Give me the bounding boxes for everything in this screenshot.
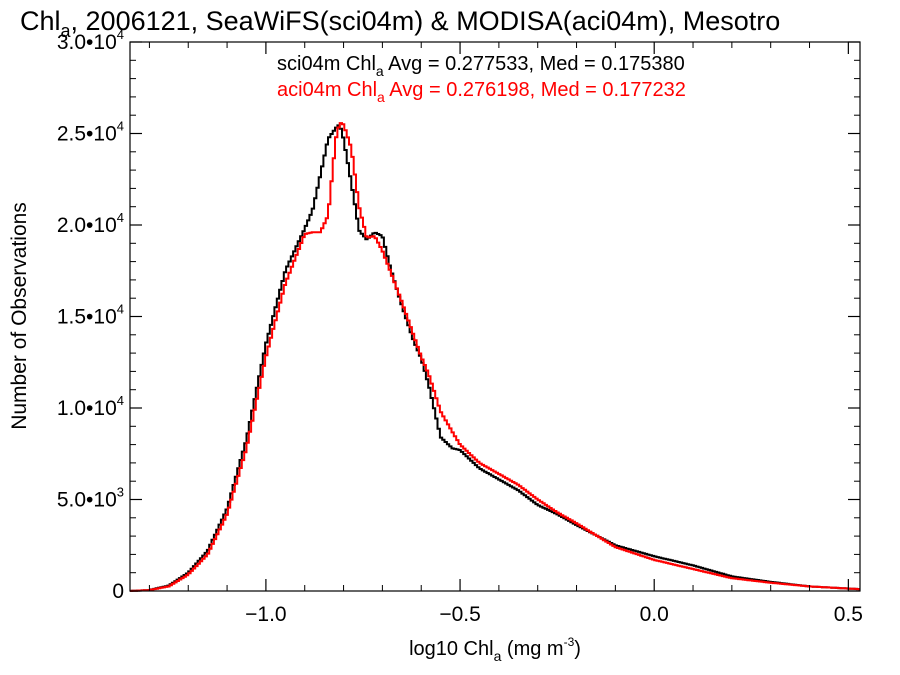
- legend-entry-aci04m: aci04m Chla Avg = 0.276198, Med = 0.1772…: [277, 79, 686, 105]
- series-line-aci04m: [130, 122, 861, 592]
- plot-frame: [129, 41, 861, 592]
- y-tick-label: 2.5•104: [57, 119, 124, 146]
- chart-title-subscript: a: [61, 21, 72, 41]
- x-axis-label: log10 Chla (mg m-3): [409, 635, 581, 664]
- chart-title: Chla, 2006121, SeaWiFS(sci04m) & MODISA(…: [20, 6, 780, 41]
- y-tick-label: 1.0•104: [57, 393, 124, 420]
- y-tick-label: 1.5•104: [57, 302, 124, 329]
- x-tick-label: 0.5: [834, 603, 863, 626]
- legend-entry-sci04m: sci04m Chla Avg = 0.277533, Med = 0.1753…: [277, 53, 685, 79]
- x-tick-label: −1.0: [245, 603, 286, 626]
- y-axis-label: Number of Observations: [8, 202, 31, 430]
- y-tick-label: 5.0•103: [57, 485, 124, 512]
- x-tick-label: 0.0: [640, 603, 669, 626]
- series-line-sci04m: [130, 124, 861, 592]
- y-axis: 0 5.0•103 1.0•104 1.5•104 2.0•104 2.5•104 3.0•…: [57, 27, 860, 603]
- y-tick-label: 2.0•104: [57, 210, 124, 237]
- x-tick-label: −0.5: [439, 603, 480, 626]
- y-tick-label: 3.0•104: [57, 27, 124, 54]
- legend: sci04m Chla Avg = 0.277533, Med = 0.1753…: [277, 53, 686, 105]
- x-axis: −1.0 −0.5 0.0 0.5: [148, 42, 863, 626]
- series-layer: [130, 122, 861, 592]
- y-tick-label: 0: [112, 580, 124, 603]
